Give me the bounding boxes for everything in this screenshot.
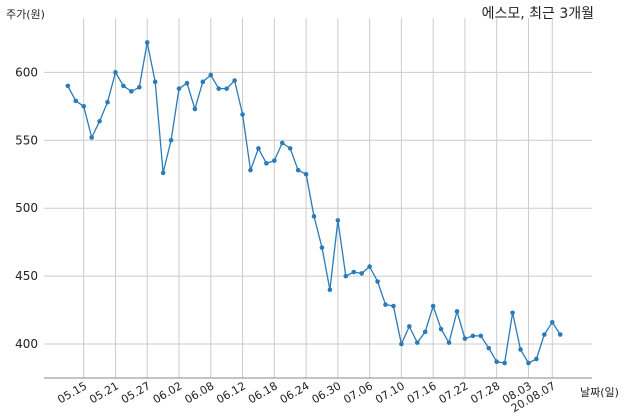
data-point [81,104,87,109]
data-point [129,89,134,94]
x-tick-label: 07.06 [341,379,375,406]
data-point [399,341,404,347]
y-axis-label: 주가(원) [6,8,45,21]
data-point [502,360,507,366]
data-point [65,83,71,89]
data-point [168,137,174,143]
data-point [335,218,341,223]
data-point [470,333,476,339]
data-point [327,287,333,292]
x-tick-label: 06.02 [151,379,185,406]
data-point [542,332,547,337]
data-point [414,340,420,345]
y-tick-label: 600 [15,65,38,79]
x-tick-label: 06.30 [310,379,344,406]
data-point [486,345,492,351]
data-point [160,170,166,176]
y-tick-label: 450 [15,269,38,283]
data-point [510,310,515,316]
data-point [526,360,531,366]
data-point [391,303,396,309]
x-tick-label: 07.22 [437,379,471,406]
x-tick-label: 05.15 [55,379,89,406]
x-tick-label: 05.21 [87,379,121,406]
price-line [67,42,561,364]
data-point [232,78,237,83]
data-point [137,84,142,90]
y-tick-label: 400 [15,337,38,351]
data-point [549,320,555,325]
data-point [208,72,214,78]
x-tick-label: 07.28 [468,379,502,406]
data-point [303,171,309,177]
y-tick-label: 550 [15,133,38,147]
data-point [367,264,372,269]
data-point [256,146,261,151]
data-point [534,356,539,362]
data-point [407,324,412,329]
data-point [105,99,110,105]
data-point [287,146,293,151]
data-point [272,158,277,163]
data-point [383,302,388,307]
data-point [113,70,118,75]
x-tick-label: 06.12 [214,379,248,406]
x-tick-label: 06.08 [183,379,217,406]
x-tick-label: 06.24 [278,379,312,406]
x-axis-label: 날짜(일) [580,386,619,399]
data-point [462,336,468,341]
data-point [557,332,563,337]
data-point [438,326,444,332]
data-point [446,340,452,345]
data-point [264,161,269,166]
data-point [430,303,436,309]
x-tick-label: 07.10 [373,379,407,406]
data-point [359,271,364,276]
data-point [351,269,357,275]
data-point [200,79,206,85]
data-point [518,347,523,352]
x-tick-label: 05.27 [119,379,153,406]
data-point [176,86,182,91]
chart-title: 에스모, 최근 3개월 [481,6,594,22]
data-point [152,79,158,85]
data-point [192,106,198,112]
data-point [224,86,229,91]
data-point [494,359,499,364]
data-point [454,309,460,314]
data-point [422,329,428,335]
data-point [375,279,380,284]
data-point [311,214,317,219]
data-point [121,83,126,89]
data-point [295,167,301,173]
data-point [216,86,222,91]
data-point [89,135,94,140]
data-point [478,333,484,339]
data-point [240,112,245,117]
data-point [73,98,79,104]
data-point [279,140,285,146]
data-point [97,118,102,124]
x-tick-label: 06.18 [246,379,280,406]
data-point [343,273,349,279]
data-point [184,80,190,86]
y-tick-label: 500 [15,201,38,215]
data-point [248,167,253,173]
data-point [319,245,325,250]
x-tick-label: 07.16 [405,379,439,406]
data-point [144,40,150,45]
